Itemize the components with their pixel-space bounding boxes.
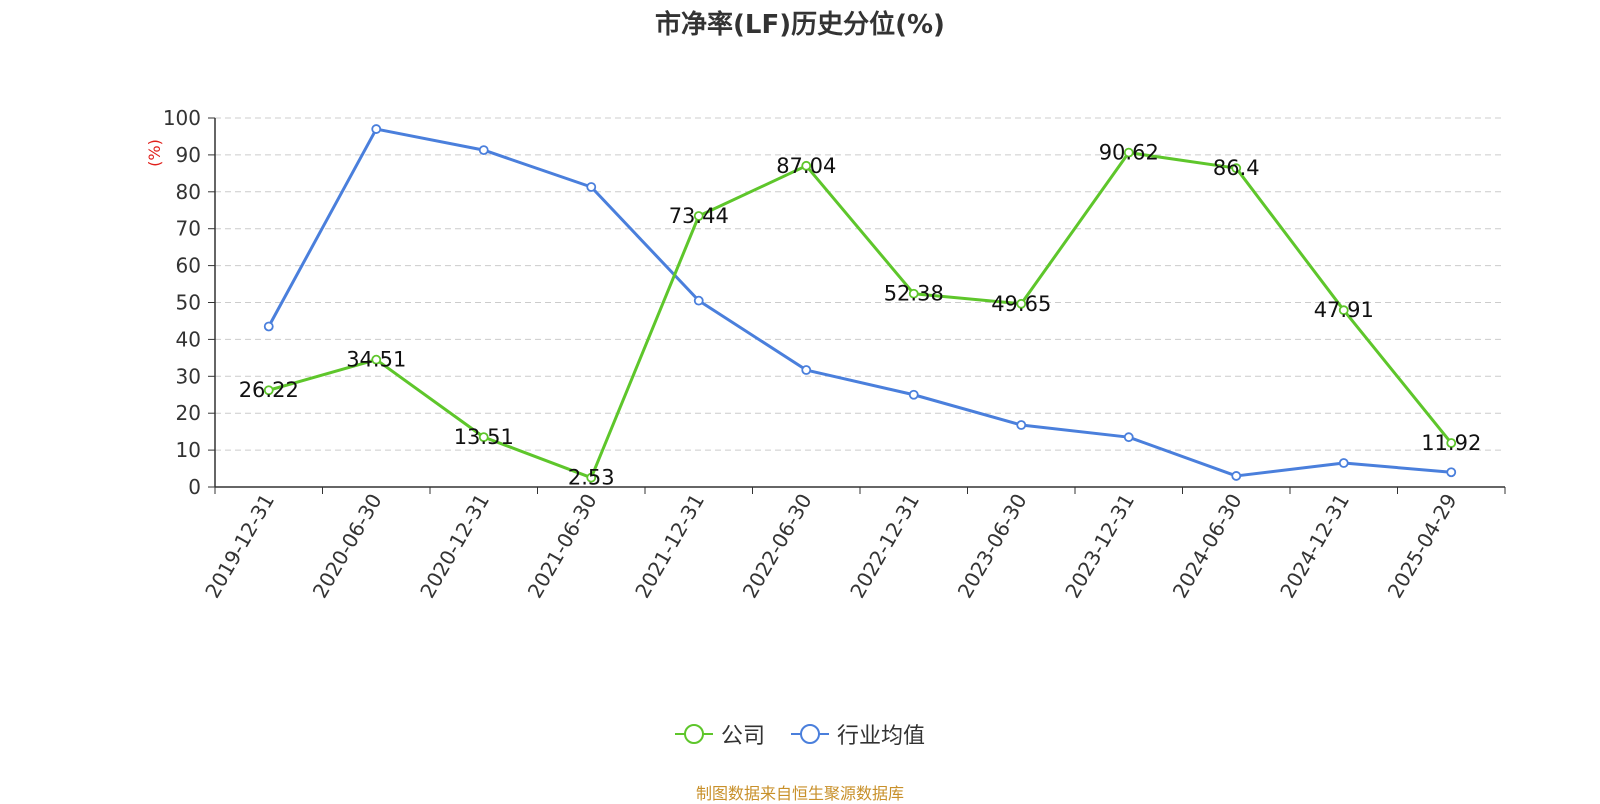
- data-point[interactable]: [586, 472, 597, 483]
- data-label: 13.51: [454, 425, 514, 449]
- y-tick-label: 20: [176, 401, 201, 425]
- data-point[interactable]: [263, 321, 274, 332]
- data-point[interactable]: [1016, 420, 1027, 430]
- data-point[interactable]: [371, 354, 382, 365]
- data-label: 2.53: [568, 466, 615, 490]
- data-point[interactable]: [1123, 147, 1134, 158]
- y-tick-label: 0: [188, 475, 201, 499]
- y-tick-label: 80: [176, 180, 201, 204]
- data-point[interactable]: [693, 295, 704, 306]
- data-point[interactable]: [371, 124, 382, 134]
- data-point[interactable]: [908, 389, 919, 400]
- legend-label-industry-average: 行业均值: [837, 724, 926, 749]
- data-point[interactable]: [1123, 432, 1134, 443]
- legend-item-industry-average[interactable]: 行业均值: [791, 718, 925, 750]
- x-tick-label: 2024-06-30: [1168, 490, 1247, 603]
- y-tick-label: 60: [176, 254, 201, 278]
- x-tick-label: 2020-06-30: [308, 490, 387, 603]
- data-point[interactable]: [801, 160, 812, 171]
- series: [263, 124, 1457, 483]
- x-tick-label: 2023-12-31: [1060, 490, 1139, 603]
- data-label: 73.44: [669, 204, 729, 228]
- data-point[interactable]: [1338, 458, 1349, 468]
- source-note: 制图数据来自恒生聚源数据库: [695, 784, 904, 803]
- x-tick-label: 2022-12-31: [845, 490, 924, 603]
- data-point[interactable]: [478, 432, 489, 443]
- x-tick-label: 2024-12-31: [1275, 490, 1354, 603]
- chart-title: 市净率(LF)历史分位(%): [655, 10, 945, 40]
- y-tick-label: 40: [176, 327, 201, 351]
- data-label: 11.92: [1421, 431, 1481, 455]
- data-label: 90.62: [1099, 141, 1159, 165]
- grid-lines: [215, 117, 1505, 451]
- data-point[interactable]: [1446, 467, 1457, 478]
- series-line: [267, 127, 1452, 478]
- y-tick-label: 50: [176, 291, 201, 315]
- legend-label-company: 公司: [720, 724, 765, 749]
- x-tick-label: 2021-12-31: [630, 490, 709, 603]
- data-label: 49.65: [991, 292, 1051, 316]
- y-tick-label: 90: [176, 143, 201, 167]
- data-point[interactable]: [908, 288, 919, 299]
- data-labels: 26.22 34.51 13.51 2.53 73.44 87.04 52.38 49.65 9…: [239, 141, 1482, 490]
- data-point[interactable]: [1016, 298, 1027, 309]
- x-tick-label: 2023-06-30: [953, 490, 1032, 603]
- data-point[interactable]: [263, 385, 274, 396]
- data-label: 87.04: [776, 154, 836, 178]
- y-tick-label: 70: [176, 217, 201, 241]
- y-tick-label: 30: [176, 364, 201, 388]
- data-point[interactable]: [1231, 163, 1242, 174]
- x-tick-label: 2021-06-30: [523, 490, 602, 603]
- y-tick-label: 100: [163, 106, 201, 130]
- x-tick-label: 2022-06-30: [738, 490, 817, 603]
- x-tick-label: 2020-12-31: [415, 490, 494, 603]
- legend: 公司 行业均值: [0, 718, 1600, 750]
- x-tick-label: 2019-12-31: [200, 490, 279, 603]
- y-axis-label: (%): [145, 139, 164, 167]
- data-point[interactable]: [693, 211, 704, 221]
- data-point[interactable]: [1338, 305, 1349, 316]
- legend-marker-company: [674, 724, 713, 744]
- data-point[interactable]: [1446, 438, 1457, 448]
- data-label: 47.91: [1314, 298, 1374, 322]
- legend-item-company[interactable]: 公司: [674, 718, 765, 750]
- legend-marker-industry-average: [791, 724, 829, 744]
- x-tick-label: 2025-04-29: [1383, 490, 1462, 603]
- data-label: 34.51: [346, 348, 406, 372]
- data-point[interactable]: [478, 145, 489, 156]
- data-label: 52.38: [884, 282, 944, 306]
- data-point[interactable]: [1231, 471, 1242, 481]
- data-label: 86.4: [1213, 156, 1260, 180]
- data-point[interactable]: [586, 182, 597, 192]
- data-point[interactable]: [801, 365, 812, 375]
- series-line: [268, 151, 1453, 480]
- y-tick-label: 10: [176, 438, 201, 462]
- data-label: 26.22: [239, 378, 299, 402]
